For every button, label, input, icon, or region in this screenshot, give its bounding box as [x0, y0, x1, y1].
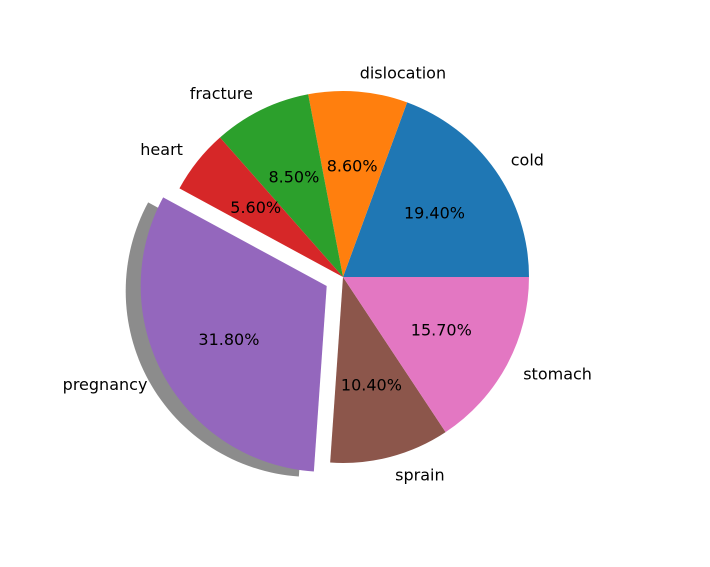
pie-percent-label-layer: 19.40% 8.60% 8.50% 5.60% 31.80% 10.40% 15.70%: [198, 156, 471, 394]
pie-category-label-layer: cold dislocation fracture heart pregnancy spr…: [63, 64, 592, 485]
percent-label-heart: 5.60%: [230, 198, 281, 217]
category-label-cold: cold: [511, 150, 544, 169]
slice-fracture: [219, 94, 343, 277]
pie-slice-layer: [140, 91, 529, 472]
slice-stomach: [343, 277, 529, 433]
category-label-dislocation: dislocation: [360, 64, 446, 83]
percent-label-cold: 19.40%: [404, 204, 465, 223]
category-label-sprain: sprain: [395, 465, 444, 484]
percent-label-stomach: 15.70%: [411, 320, 472, 339]
category-label-pregnancy: pregnancy: [63, 375, 148, 394]
slice-sprain: [330, 277, 446, 463]
percent-label-pregnancy: 31.80%: [198, 330, 259, 349]
slice-heart: [179, 137, 343, 277]
slice-pregnancy: [140, 197, 327, 472]
slice-cold: [343, 102, 529, 277]
slice-dislocation: [308, 91, 408, 277]
percent-label-fracture: 8.50%: [268, 167, 319, 186]
percent-label-sprain: 10.40%: [341, 375, 402, 394]
category-label-heart: heart: [140, 140, 183, 159]
category-label-fracture: fracture: [190, 84, 253, 103]
category-label-stomach: stomach: [523, 364, 592, 383]
percent-label-dislocation: 8.60%: [327, 156, 378, 175]
